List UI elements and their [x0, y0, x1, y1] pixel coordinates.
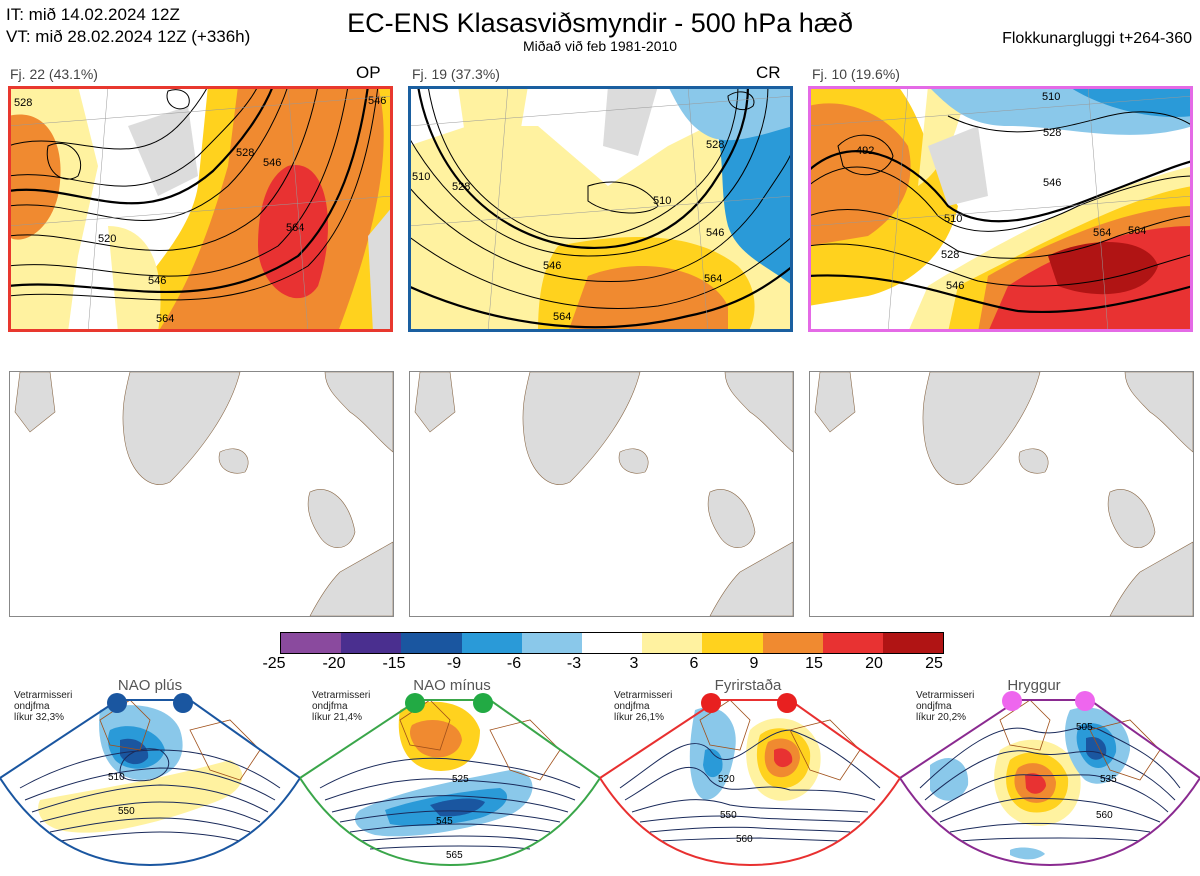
regime-2-marker-dot: [473, 693, 493, 713]
cluster-3-contour-label: 510: [944, 213, 962, 225]
classification-window: Flokkunargluggi t+264-360: [1002, 30, 1192, 47]
regime-3-contour-label: 550: [720, 810, 737, 821]
colorbar-swatch: [581, 633, 643, 653]
colorbar-tick: -20: [322, 655, 346, 672]
empty-map-panel-2: [409, 371, 794, 617]
cluster-2-contour-label: 564: [553, 311, 571, 323]
colorbar-tick: 6: [689, 655, 699, 672]
empty-map-panel-1: [9, 371, 394, 617]
cluster-2-contour-label: 564: [704, 273, 722, 285]
cluster-3-contour-label: 528: [941, 249, 959, 261]
cluster-1-contour-label: 528: [236, 147, 254, 159]
colorbar-swatch: [521, 633, 582, 653]
page-title: EC-ENS Klasasviðsmyndir - 500 hPa hæð: [347, 8, 853, 38]
colorbar-swatch: [702, 633, 763, 653]
empty-map-panel-3: [809, 371, 1194, 617]
regime-2-note: Vetrarmisseri ondjfma líkur 21,4%: [312, 690, 371, 723]
cluster-1-frame: [8, 86, 393, 332]
regime-4-note: Vetrarmisseri ondjfma líkur 20,2%: [916, 690, 975, 723]
cluster-1-contour-label: 520: [98, 233, 116, 245]
valid-time: VT: mið 28.02.2024 12Z (+336h): [6, 27, 251, 46]
cluster-1-contour-label: 564: [156, 313, 174, 325]
regime-1-map: 510 550: [0, 690, 302, 871]
colorbar-swatch: [401, 633, 462, 653]
regime-3-note: Vetrarmisseri ondjfma líkur 26,1%: [614, 690, 673, 723]
regime-3-contour-label: 560: [736, 834, 753, 845]
cluster-1-contour-label: 546: [148, 275, 166, 287]
cluster-2-contour-label: 510: [653, 195, 671, 207]
header-info: IT: mið 14.02.2024 12Z VT: mið 28.02.202…: [6, 4, 250, 48]
cluster-2-contour-label: 546: [706, 227, 724, 239]
regime-4-map: 505 535 560: [898, 690, 1200, 871]
colorbar-swatch: [762, 633, 823, 653]
regime-4-contour-label: 505: [1076, 722, 1093, 733]
cluster-1-map: 528 546 564 520 546 564 546 528: [8, 86, 393, 332]
colorbar-tick: 20: [865, 655, 883, 672]
regime-1-name: NAO plús: [117, 677, 183, 694]
regime-3-name: Fyrirstaða: [714, 677, 782, 694]
colorbar-tick: -6: [506, 655, 522, 672]
cluster-1-contour-label: 546: [368, 95, 386, 107]
colorbar-swatch: [281, 633, 342, 653]
cluster-3-contour-label: 546: [1043, 177, 1061, 189]
colorbar-tick: 15: [805, 655, 823, 672]
regime-4-name: Hryggur: [1007, 677, 1061, 694]
colorbar-swatch: [341, 633, 402, 653]
cluster-2-count: Fj. 19 (37.3%): [412, 66, 500, 82]
cluster-2-contour-label: 528: [452, 181, 470, 193]
colorbar-tick: 3: [629, 655, 639, 672]
colorbar-tick: -3: [566, 655, 582, 672]
colorbar-tick: 9: [749, 655, 759, 672]
cluster-2-contour-label: 510: [412, 171, 430, 183]
cluster-1-contour-label: 546: [263, 157, 281, 169]
cluster-3-count: Fj. 10 (19.6%): [812, 66, 900, 82]
colorbar: [280, 632, 944, 654]
regime-2-contour-label: 545: [436, 816, 453, 827]
regime-4-marker-dot: [1075, 691, 1095, 711]
regime-3-contour-label: 520: [718, 774, 735, 785]
colorbar-swatch: [882, 633, 944, 653]
cluster-3-contour-label: 510: [1042, 91, 1060, 103]
regime-1-marker-dot: [107, 693, 127, 713]
cluster-1-tag: OP: [356, 63, 381, 82]
regime-3-marker-dot: [777, 693, 797, 713]
colorbar-tick: -15: [382, 655, 406, 672]
cluster-2-contour-label: 546: [543, 260, 561, 272]
cluster-3-contour-label: 528: [1043, 127, 1061, 139]
regime-1-note: Vetrarmisseri ondjfma líkur 32,3%: [14, 690, 73, 723]
regime-2-marker-dot: [405, 693, 425, 713]
cluster-2-map: 510 528 510 528 546 564 546 564: [408, 86, 793, 332]
regime-1-contour-label: 550: [118, 806, 135, 817]
regime-4-contour-label: 560: [1096, 810, 1113, 821]
regime-2-contour-label: 565: [446, 850, 463, 861]
regime-3-marker-dot: [701, 693, 721, 713]
cluster-3-contour-label: 546: [946, 280, 964, 292]
cluster-2-tag: CR: [756, 63, 781, 82]
cluster-2-frame: [408, 86, 793, 332]
cluster-1-contour-label: 528: [14, 97, 32, 109]
cluster-3-contour-label: 564: [1128, 225, 1146, 237]
colorbar-tick: -9: [446, 655, 462, 672]
regime-4-marker-dot: [1002, 691, 1022, 711]
colorbar-tick: -25: [262, 655, 286, 672]
cluster-3-contour-label: 564: [1093, 227, 1111, 239]
cluster-3-contour-label: 492: [856, 145, 874, 157]
regime-4-contour-label: 535: [1100, 774, 1117, 785]
regime-2-map: 525 545 565: [298, 690, 602, 871]
colorbar-swatch: [822, 633, 883, 653]
colorbar-tick: 25: [925, 655, 943, 672]
cluster-3-frame: [808, 86, 1193, 332]
colorbar-swatch: [461, 633, 522, 653]
regime-1-marker-dot: [173, 693, 193, 713]
regime-1-contour-label: 510: [108, 772, 125, 783]
colorbar-swatch: [642, 633, 703, 653]
regime-3-map: 520 550 560: [598, 690, 902, 871]
cluster-3-map: 492 510 528 546 564 528 546 564 510: [808, 86, 1193, 332]
cluster-1-count: Fj. 22 (43.1%): [10, 66, 98, 82]
page-subtitle: Miðað við feb 1981-2010: [522, 38, 678, 54]
regime-2-contour-label: 525: [452, 774, 469, 785]
regime-2-name: NAO mínus: [413, 677, 491, 694]
cluster-2-contour-label: 528: [706, 139, 724, 151]
init-time: IT: mið 14.02.2024 12Z: [6, 5, 180, 24]
